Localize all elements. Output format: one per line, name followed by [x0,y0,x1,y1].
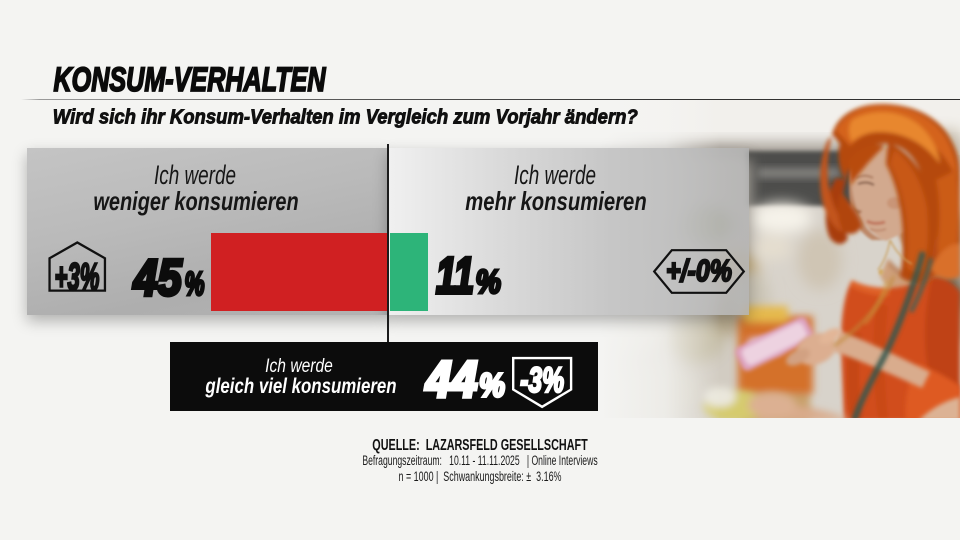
svg-text:+/-0%: +/-0% [666,253,732,288]
svg-text:11: 11 [436,251,474,301]
svg-text:-3%: -3% [520,361,564,400]
svg-text:45: 45 [132,252,181,302]
svg-text:Wird sich ihr Konsum-Verhalten: Wird sich ihr Konsum-Verhalten im Vergle… [53,106,638,129]
svg-text:KONSUM-VERHALTEN: KONSUM-VERHALTEN [54,61,327,98]
svg-text:%: % [184,265,204,302]
svg-text:44: 44 [425,355,477,405]
svg-text:%: % [479,367,505,404]
svg-text:+3%: +3% [54,257,99,294]
svg-text:%: % [476,263,502,300]
